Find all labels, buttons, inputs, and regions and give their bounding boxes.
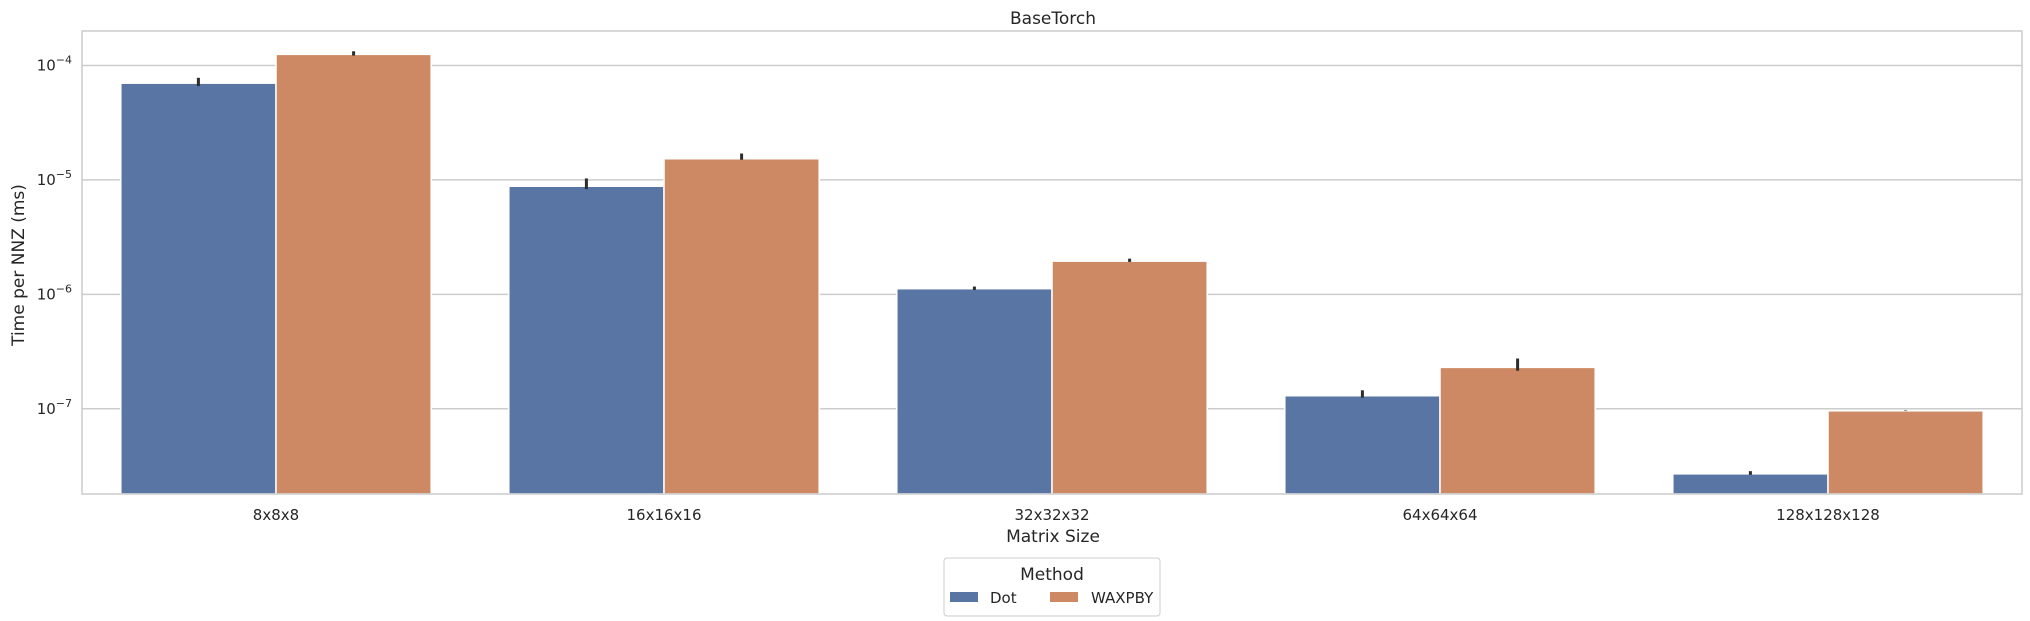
legend-swatch-dot — [950, 592, 978, 602]
bar-dot — [1284, 394, 1441, 495]
x-tick-label: 8x8x8 — [253, 506, 299, 524]
bar-waxpby — [275, 53, 432, 495]
bar-dot — [1672, 473, 1829, 495]
y-tick-label: 10−7 — [37, 397, 72, 418]
y-tick-label: 10−5 — [37, 168, 72, 189]
x-tick-label: 32x32x32 — [1014, 506, 1089, 524]
legend-box — [943, 557, 1161, 617]
x-axis-label: Matrix Size — [1006, 527, 1100, 547]
x-tick-label: 128x128x128 — [1776, 506, 1880, 524]
y-tick-label: 10−4 — [37, 53, 72, 74]
bars — [120, 53, 1984, 495]
bar-dot — [508, 185, 665, 495]
y-axis-label: Time per NNZ (ms) — [9, 184, 29, 347]
x-tick-label: 64x64x64 — [1402, 506, 1477, 524]
bar-waxpby — [663, 158, 820, 495]
y-tick-label: 10−6 — [37, 282, 72, 303]
bar-waxpby — [1439, 366, 1596, 495]
bar-waxpby — [1051, 260, 1208, 495]
legend-label-waxpby: WAXPBY — [1091, 589, 1154, 607]
x-tick-labels: 8x8x8 16x16x16 32x32x32 64x64x64 128x128x128 — [253, 506, 1880, 524]
chart-title: BaseTorch — [1010, 9, 1096, 29]
y-tick-labels: 10−7 10−6 10−5 10−4 — [37, 53, 72, 417]
legend: Method Dot WAXPBY — [943, 557, 1161, 617]
bar-waxpby — [1827, 410, 1984, 495]
legend-swatch-waxpby — [1050, 592, 1078, 602]
bar-dot — [120, 82, 277, 495]
error-bars — [196, 51, 1908, 475]
legend-title: Method — [1020, 565, 1084, 585]
plot-frame — [81, 30, 2023, 495]
x-tick-label: 16x16x16 — [626, 506, 701, 524]
bar-dot — [896, 287, 1053, 495]
legend-label-dot: Dot — [990, 589, 1017, 607]
